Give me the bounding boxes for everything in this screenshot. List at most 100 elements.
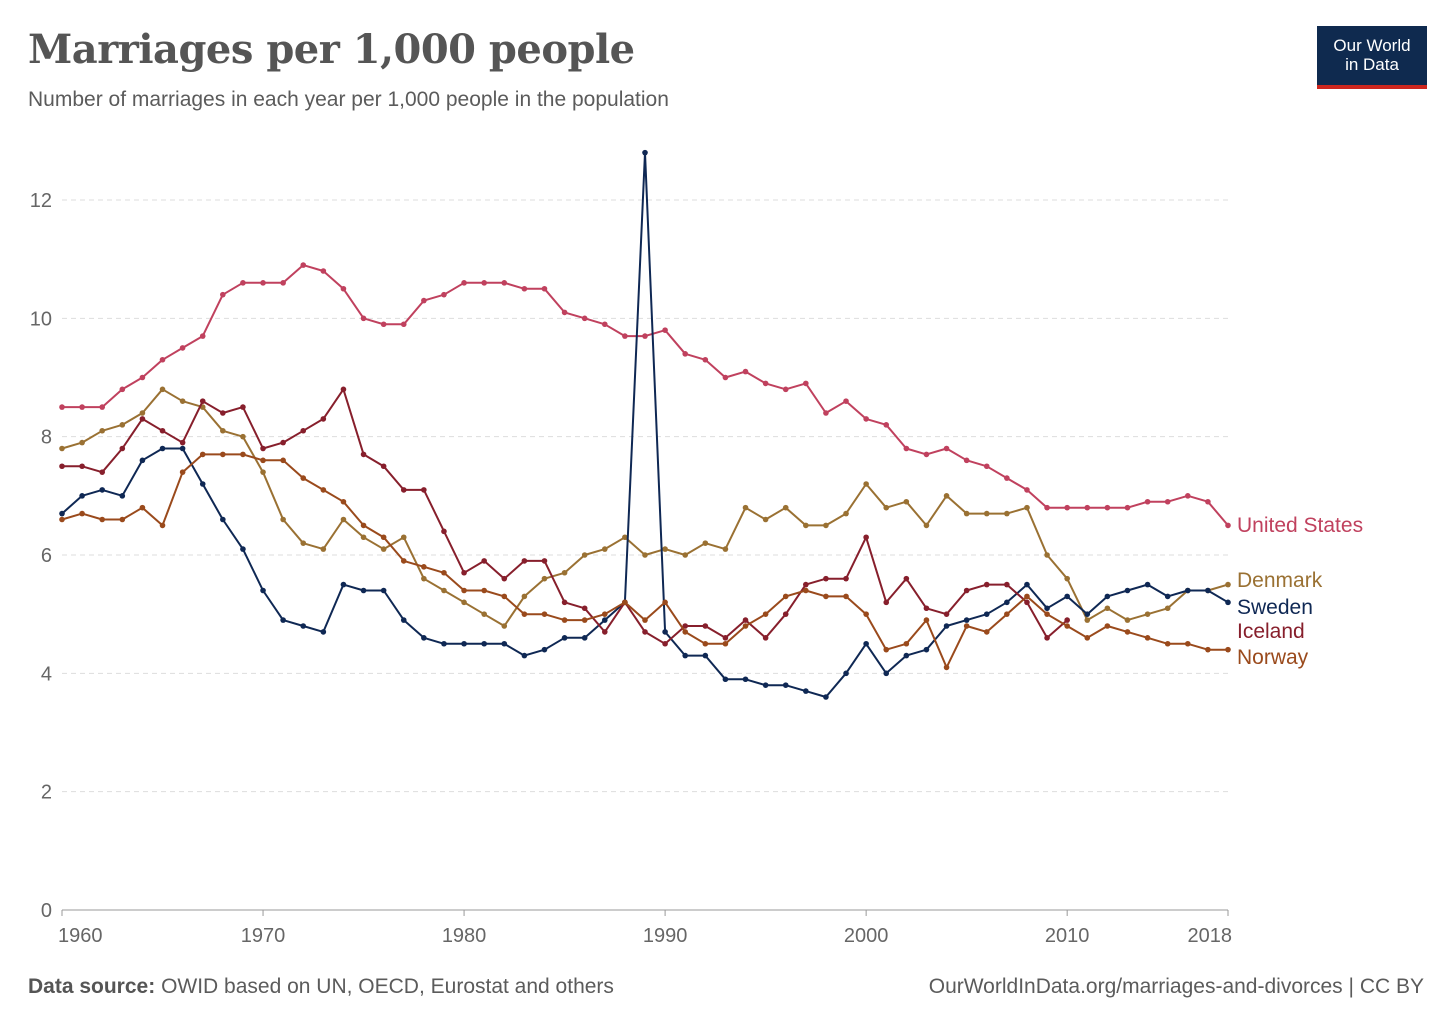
data-point-united-states — [541, 285, 548, 292]
data-point-united-states — [481, 280, 487, 286]
source-url[interactable]: OurWorldInData.org/marriages-and-divorce… — [928, 975, 1343, 998]
data-point-norway — [601, 611, 608, 617]
x-tick-label: 2018 — [1188, 925, 1233, 947]
data-point-sweden — [1004, 599, 1010, 606]
data-point-sweden — [139, 457, 146, 464]
data-point-sweden — [1144, 581, 1151, 588]
data-point-denmark — [1024, 504, 1030, 511]
data-point-norway — [722, 640, 729, 647]
data-point-united-states — [1184, 493, 1191, 499]
data-point-iceland — [220, 410, 226, 416]
data-point-united-states — [1225, 522, 1231, 529]
data-point-denmark — [1164, 605, 1171, 612]
data-point-sweden — [1064, 593, 1070, 600]
data-point-norway — [561, 617, 568, 623]
y-tick-label: 10 — [30, 308, 52, 330]
data-point-iceland — [280, 439, 286, 446]
data-source: Data source: OWID based on UN, OECD, Eur… — [28, 975, 614, 999]
data-point-sweden — [360, 587, 367, 594]
data-point-norway — [1205, 646, 1211, 653]
data-point-iceland — [400, 487, 407, 493]
data-point-denmark — [139, 410, 146, 416]
data-point-sweden — [722, 676, 729, 683]
data-point-denmark — [260, 469, 266, 475]
data-point-sweden — [762, 682, 769, 688]
data-point-sweden — [782, 682, 789, 688]
data-point-united-states — [943, 445, 950, 452]
data-point-sweden — [1164, 593, 1171, 600]
data-point-norway — [823, 593, 829, 600]
chart-subtitle: Number of marriages in each year per 1,0… — [28, 88, 669, 111]
data-point-norway — [843, 593, 849, 600]
data-point-denmark — [622, 534, 628, 541]
series-label-sweden: Sweden — [1237, 596, 1313, 619]
data-point-united-states — [421, 297, 427, 304]
data-point-iceland — [742, 617, 749, 623]
data-point-united-states — [79, 404, 85, 410]
data-point-iceland — [1044, 635, 1050, 641]
data-point-denmark — [762, 516, 769, 523]
data-point-united-states — [501, 280, 508, 286]
data-point-iceland — [300, 427, 307, 434]
data-point-united-states — [320, 268, 327, 274]
data-point-iceland — [1064, 617, 1070, 623]
y-tick-label: 8 — [41, 427, 52, 449]
data-point-denmark — [843, 510, 849, 517]
data-point-norway — [380, 534, 387, 541]
data-point-denmark — [823, 522, 829, 529]
data-point-norway — [1084, 635, 1091, 641]
footer-link[interactable]: OurWorldInData.org/marriages-and-divorce… — [929, 975, 1424, 999]
data-point-norway — [1064, 623, 1070, 629]
data-point-iceland — [360, 451, 367, 458]
logo-line-1: Our World — [1333, 36, 1411, 55]
data-point-norway — [622, 599, 628, 606]
data-point-sweden — [119, 493, 126, 499]
data-point-norway — [662, 599, 668, 606]
data-point-iceland — [823, 575, 829, 582]
data-point-denmark — [581, 552, 588, 558]
data-point-norway — [320, 487, 327, 493]
data-point-united-states — [762, 380, 769, 387]
data-point-iceland — [843, 575, 849, 582]
owid-logo[interactable]: Our World in Data — [1317, 26, 1427, 89]
data-point-sweden — [963, 617, 970, 623]
data-point-norway — [481, 587, 487, 594]
data-point-united-states — [521, 285, 528, 292]
data-point-sweden — [461, 640, 467, 647]
data-point-iceland — [722, 635, 729, 641]
data-point-sweden — [1184, 587, 1191, 594]
data-point-iceland — [983, 581, 990, 588]
data-point-united-states — [400, 321, 407, 328]
data-point-norway — [179, 469, 186, 475]
series-line-united-states — [62, 264, 1229, 527]
data-point-norway — [280, 457, 286, 464]
data-point-united-states — [883, 422, 890, 428]
data-point-norway — [360, 522, 367, 529]
data-point-sweden — [441, 640, 447, 647]
data-point-iceland — [541, 558, 548, 564]
data-point-sweden — [1044, 605, 1050, 612]
data-point-sweden — [642, 149, 648, 156]
x-tick-label: 2000 — [844, 925, 889, 947]
data-point-united-states — [59, 404, 65, 410]
data-point-united-states — [179, 345, 186, 351]
data-point-norway — [581, 617, 588, 623]
data-point-iceland — [59, 463, 65, 470]
data-point-norway — [240, 451, 246, 458]
data-point-denmark — [561, 569, 568, 576]
data-point-sweden — [179, 445, 186, 452]
data-point-united-states — [199, 333, 206, 339]
data-point-sweden — [742, 676, 749, 683]
data-point-sweden — [79, 493, 85, 499]
data-point-sweden — [1024, 581, 1030, 588]
data-point-norway — [782, 593, 789, 600]
data-point-norway — [903, 640, 910, 647]
data-point-denmark — [1104, 605, 1111, 612]
data-point-norway — [762, 611, 769, 617]
series-label-norway: Norway — [1237, 646, 1309, 669]
data-point-sweden — [220, 516, 226, 523]
data-point-denmark — [59, 445, 65, 452]
data-point-norway — [501, 593, 508, 600]
data-point-united-states — [863, 416, 869, 422]
